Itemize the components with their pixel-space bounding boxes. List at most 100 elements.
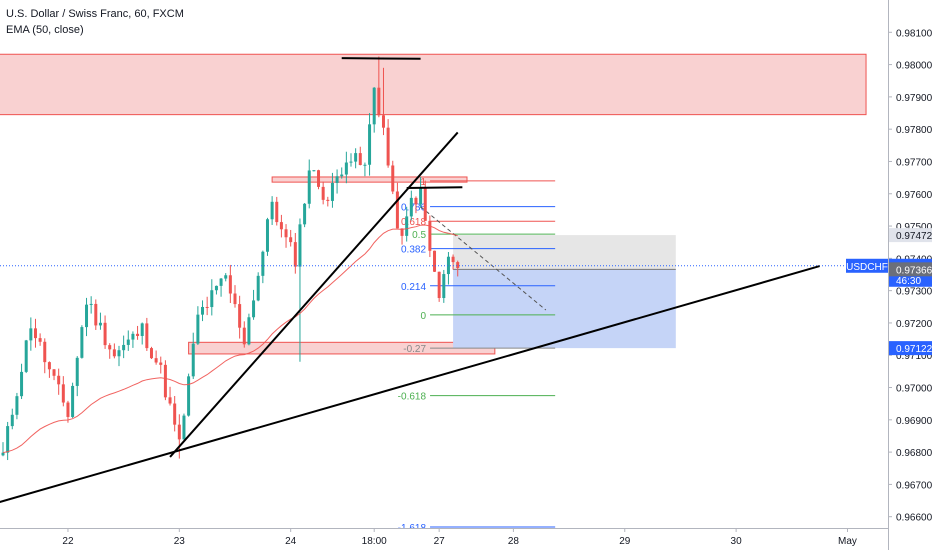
candle-body — [238, 304, 242, 328]
candle-body — [20, 371, 24, 397]
candle — [391, 160, 395, 195]
fib-level-label: 0.618 — [401, 217, 426, 228]
candle-body — [335, 176, 339, 183]
candle-body — [131, 333, 135, 340]
candle-body — [330, 182, 334, 201]
candle-body — [43, 341, 47, 363]
trendline[interactable] — [169, 131, 459, 458]
trendline[interactable] — [406, 186, 463, 189]
candle-body — [340, 174, 344, 177]
candle-body — [80, 327, 84, 358]
candle-body — [196, 314, 200, 344]
y-tick-label: 0.97300 — [896, 287, 932, 298]
candle — [196, 306, 200, 345]
indicator-label[interactable]: EMA (50, close) — [6, 24, 84, 36]
candle-body — [66, 402, 70, 417]
trendline[interactable] — [341, 57, 421, 60]
candle — [224, 273, 228, 282]
candle-body — [1, 452, 5, 456]
candle — [205, 296, 209, 316]
y-tick-label: 0.97000 — [896, 384, 932, 395]
fib-level-label: 0.786 — [401, 203, 426, 214]
candle-body — [6, 426, 10, 453]
candle — [103, 315, 107, 349]
candle — [163, 360, 167, 401]
candle-body — [210, 290, 214, 308]
position-layer[interactable] — [453, 235, 676, 349]
candle-body — [29, 328, 33, 341]
candle — [303, 202, 307, 228]
candle-body — [228, 275, 232, 294]
candle-body — [428, 220, 432, 251]
y-tick-label: 0.96700 — [896, 480, 932, 491]
candle — [1, 442, 5, 457]
stop-price-badge: 0.97472 — [889, 228, 932, 243]
symbol-title[interactable]: U.S. Dollar / Swiss Franc, 60, FXCM — [6, 8, 184, 20]
candle — [451, 254, 455, 270]
candle-body — [242, 327, 246, 345]
fib-level-label: 0.214 — [401, 282, 426, 293]
candle-body — [293, 242, 297, 267]
candle — [43, 338, 47, 374]
zone-mid-resistance[interactable] — [271, 176, 468, 183]
trendline[interactable] — [0, 265, 820, 504]
candle-body — [219, 278, 223, 286]
fib-level-label: 0.382 — [401, 245, 426, 256]
fib-level-label: -0.618 — [398, 392, 427, 403]
candle — [61, 376, 65, 407]
symbol-tag[interactable]: USDCHF — [846, 258, 888, 273]
candle — [210, 279, 214, 316]
candle-body — [405, 216, 409, 236]
candle-body — [149, 348, 153, 359]
zone-resistance[interactable] — [0, 53, 867, 116]
candle — [363, 162, 367, 177]
trendlines-layer[interactable] — [0, 57, 888, 504]
candle — [289, 229, 293, 247]
candle-body — [177, 424, 181, 440]
candle — [335, 169, 339, 194]
candle — [265, 217, 269, 256]
fibonacci-layer[interactable]: 10.7860.6180.50.3820.2140-0.27-0.618-1.6… — [398, 177, 556, 534]
y-tick-label: 0.98100 — [896, 28, 932, 39]
y-tick-label: 0.98000 — [896, 61, 932, 72]
candle — [372, 87, 376, 133]
countdown-badge-text: 46:30 — [896, 276, 921, 287]
candle — [159, 356, 163, 374]
candle-body — [368, 124, 372, 165]
candle-body — [52, 369, 56, 376]
candle-body — [117, 350, 121, 357]
candle-body — [270, 201, 274, 220]
position-stop-zone[interactable] — [453, 235, 676, 270]
candle-body — [451, 256, 455, 263]
candle-body — [94, 303, 98, 326]
candle-body — [61, 384, 65, 403]
candle — [10, 408, 14, 430]
time-axis-bg — [0, 528, 932, 550]
candle — [117, 345, 121, 367]
candle — [409, 190, 413, 221]
candle — [154, 350, 158, 365]
candle-body — [224, 275, 228, 279]
candle — [29, 317, 33, 351]
entry-price-badge-text: 0.97366 — [896, 265, 932, 276]
position-target-zone[interactable] — [453, 269, 676, 349]
candle-body — [168, 397, 172, 404]
symbol-tag-bg — [846, 258, 888, 273]
candle-body — [98, 322, 102, 326]
candle-body — [182, 415, 186, 440]
y-tick-label: 0.96800 — [896, 448, 932, 459]
candle — [284, 224, 288, 248]
candle-body — [47, 362, 51, 370]
candle-body — [173, 403, 177, 425]
candle-body — [298, 224, 302, 267]
candle — [228, 264, 232, 304]
chart-legend: U.S. Dollar / Swiss Franc, 60, FXCM EMA … — [6, 6, 184, 38]
dashed-projection-line[interactable] — [420, 206, 547, 311]
fib-level-label: -0.27 — [403, 344, 426, 355]
fib-level-label: 1 — [420, 177, 426, 188]
candle — [94, 299, 98, 330]
candle — [173, 396, 177, 432]
candle-body — [409, 197, 413, 217]
